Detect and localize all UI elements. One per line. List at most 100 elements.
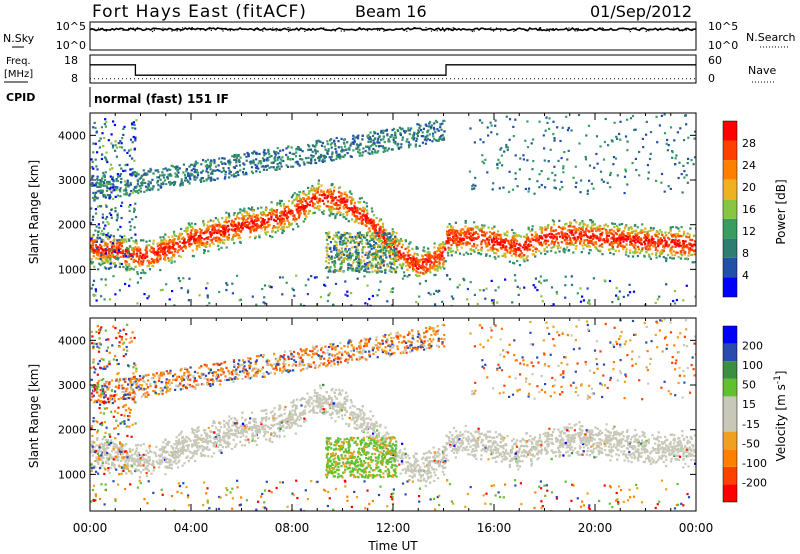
noise-sky-point xyxy=(539,29,541,31)
power-point xyxy=(611,232,614,235)
power-point xyxy=(535,250,538,253)
power-point xyxy=(90,245,93,248)
power-point xyxy=(242,218,245,221)
power-point xyxy=(400,239,404,243)
power-point xyxy=(555,237,558,241)
power-point xyxy=(188,242,191,245)
power-point xyxy=(618,236,621,239)
power-point xyxy=(253,150,256,153)
power-point xyxy=(190,169,193,172)
power-point xyxy=(118,174,122,177)
power-point xyxy=(187,180,190,183)
power-point xyxy=(656,235,659,239)
power-point xyxy=(508,190,511,193)
power-point xyxy=(550,249,553,253)
power-point xyxy=(517,234,521,237)
power-point xyxy=(224,162,227,166)
power-point xyxy=(672,257,675,260)
power-point xyxy=(153,261,156,264)
power-point xyxy=(356,269,359,272)
noise-sky-point xyxy=(325,28,327,30)
power-point xyxy=(378,262,381,265)
power-point xyxy=(298,213,301,216)
power-point xyxy=(110,234,113,237)
power-point xyxy=(655,252,658,255)
power-point xyxy=(305,204,308,207)
power-point xyxy=(348,263,351,267)
power-point xyxy=(350,196,353,199)
power-point xyxy=(376,132,379,135)
power-point xyxy=(198,237,201,240)
power-point xyxy=(365,242,368,245)
power-point xyxy=(173,260,176,263)
power-point xyxy=(224,173,227,176)
power-point xyxy=(676,251,679,254)
power-point xyxy=(624,225,627,228)
power-point xyxy=(653,240,656,244)
noise-sky-point xyxy=(105,30,107,32)
power-point xyxy=(384,271,387,274)
power-point xyxy=(102,256,105,259)
power-point xyxy=(554,174,557,177)
power-point xyxy=(644,239,647,242)
power-point xyxy=(135,174,138,178)
noise-sky-point xyxy=(513,30,515,32)
power-point xyxy=(671,226,674,229)
power-point xyxy=(582,225,585,228)
power-point xyxy=(501,241,505,244)
power-point xyxy=(375,259,378,262)
noise-sky-point xyxy=(633,28,635,30)
power-point xyxy=(335,213,338,216)
power-point xyxy=(505,146,508,149)
power-point xyxy=(99,180,102,183)
power-point xyxy=(594,235,597,238)
power-point xyxy=(361,222,364,225)
power-point xyxy=(473,141,476,144)
power-point xyxy=(631,114,635,118)
power-point xyxy=(394,132,397,135)
power-point xyxy=(385,240,388,243)
power-point xyxy=(239,230,242,233)
power-point xyxy=(668,243,671,246)
noise-sky-point xyxy=(671,29,673,31)
power-point xyxy=(214,236,217,240)
power-point xyxy=(597,225,600,228)
power-point xyxy=(645,133,648,136)
power-point xyxy=(286,158,290,161)
power-point xyxy=(327,208,331,211)
power-point xyxy=(339,267,342,271)
power-point xyxy=(400,257,403,260)
power-point xyxy=(328,236,331,239)
power-point xyxy=(412,138,415,141)
power-point xyxy=(406,247,409,250)
power-point xyxy=(371,226,374,229)
power-point xyxy=(136,252,139,255)
power-point xyxy=(313,187,316,190)
power-point xyxy=(210,238,213,242)
power-point xyxy=(428,255,431,258)
power-point xyxy=(617,249,621,253)
power-point xyxy=(385,256,388,259)
power-point xyxy=(324,155,327,158)
power-point xyxy=(359,258,362,261)
power-point xyxy=(526,259,529,262)
power-point xyxy=(220,233,223,237)
power-point xyxy=(122,189,125,192)
power-point xyxy=(354,235,357,238)
power-point xyxy=(207,237,210,240)
power-point xyxy=(358,258,361,261)
power-point xyxy=(356,215,359,218)
power-point xyxy=(545,116,548,119)
power-point xyxy=(549,148,552,151)
power-point xyxy=(663,132,667,135)
power-point xyxy=(450,231,453,235)
power-point xyxy=(631,230,634,234)
power-point xyxy=(212,242,215,245)
power-point xyxy=(204,165,208,168)
power-point xyxy=(373,244,376,247)
power-point xyxy=(393,254,396,257)
power-point xyxy=(318,193,321,196)
power-point xyxy=(610,240,613,244)
noise-sky-point xyxy=(320,27,322,30)
power-point xyxy=(423,260,426,263)
